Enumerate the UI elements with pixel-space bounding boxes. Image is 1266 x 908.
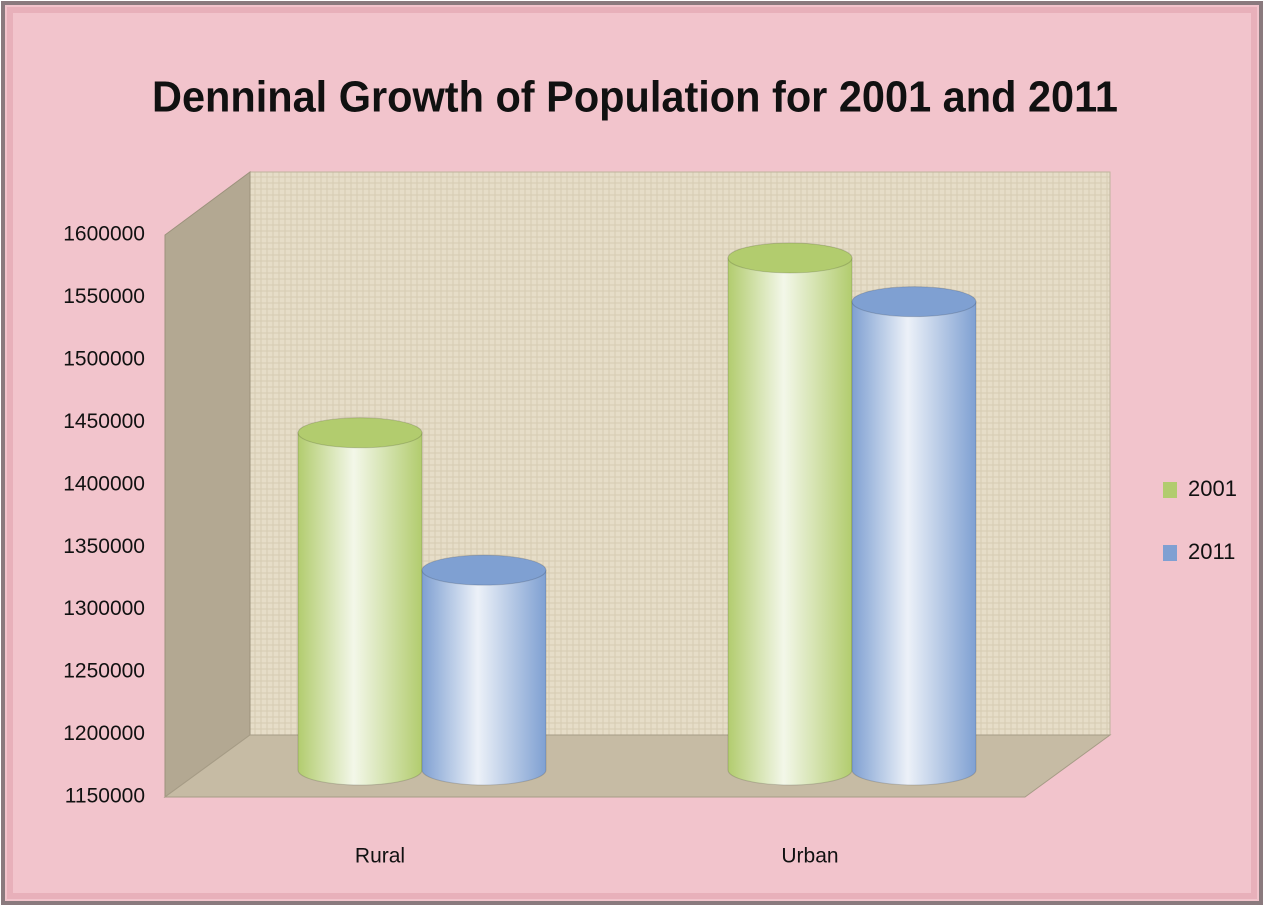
y-tick-label: 1400000 (63, 472, 145, 495)
y-tick-label: 1500000 (63, 347, 145, 370)
y-tick-label: 1300000 (63, 597, 145, 620)
cylinder-top (851, 286, 977, 318)
cylinder (727, 257, 853, 786)
y-tick-label: 1550000 (63, 285, 145, 308)
chart-title: Denninal Growth of Population for 2001 a… (152, 73, 1118, 122)
legend-swatch (1163, 545, 1177, 561)
side-wall (164, 171, 251, 798)
y-tick-label: 1200000 (63, 722, 145, 745)
y-tick-label: 1250000 (63, 660, 145, 683)
cylinder (851, 301, 977, 786)
y-tick-label: 1600000 (63, 223, 145, 246)
cylinder-top (421, 554, 547, 586)
legend-label: 2011 (1188, 539, 1235, 564)
x-tick-label: Rural (355, 845, 405, 868)
legend-swatch (1163, 482, 1177, 498)
x-tick-label: Urban (781, 845, 838, 868)
frame (7, 7, 1257, 899)
y-tick-label: 1150000 (65, 785, 145, 808)
cylinder (297, 432, 423, 786)
cylinder-top (297, 417, 423, 449)
legend-label: 2001 (1188, 476, 1237, 501)
y-tick-label: 1350000 (63, 535, 145, 558)
cylinder (421, 569, 547, 786)
cylinder-top (727, 242, 853, 274)
y-tick-label: 1450000 (63, 410, 145, 433)
